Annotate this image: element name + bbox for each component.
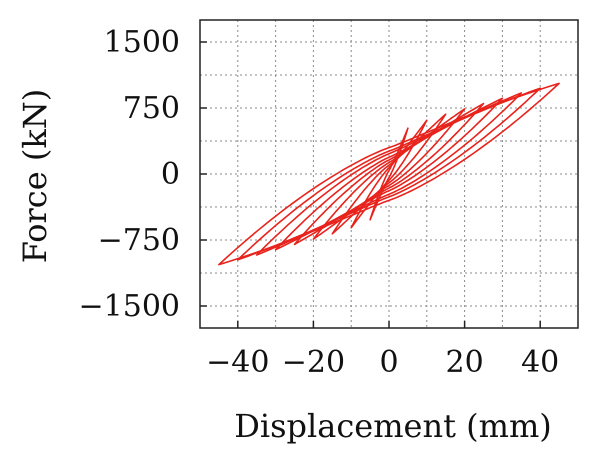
x-axis-title: Displacement (mm)	[234, 407, 552, 445]
grid-lines	[200, 20, 578, 328]
x-tick-label: 0	[379, 345, 398, 380]
x-tick-label: 20	[446, 345, 484, 380]
y-axis-title: Force (kN)	[16, 89, 54, 263]
hysteresis-loops	[218, 82, 560, 266]
y-tick-label: 1500	[104, 25, 180, 60]
hysteresis-loop	[237, 87, 541, 261]
axis-ticks: −40 −20 0 20 40 1500 750 0 −750 −1500	[79, 25, 560, 380]
hysteresis-loop	[255, 92, 523, 256]
y-tick-label: −1500	[79, 289, 180, 324]
x-tick-label: −40	[206, 345, 269, 380]
x-tick-label: −20	[282, 345, 345, 380]
x-tick-label: 40	[521, 345, 559, 380]
y-tick-label: 0	[161, 157, 180, 192]
y-tick-label: −750	[98, 223, 180, 258]
hysteresis-loop	[218, 82, 560, 266]
y-tick-label: 750	[123, 91, 180, 126]
hysteresis-loop	[274, 97, 504, 251]
